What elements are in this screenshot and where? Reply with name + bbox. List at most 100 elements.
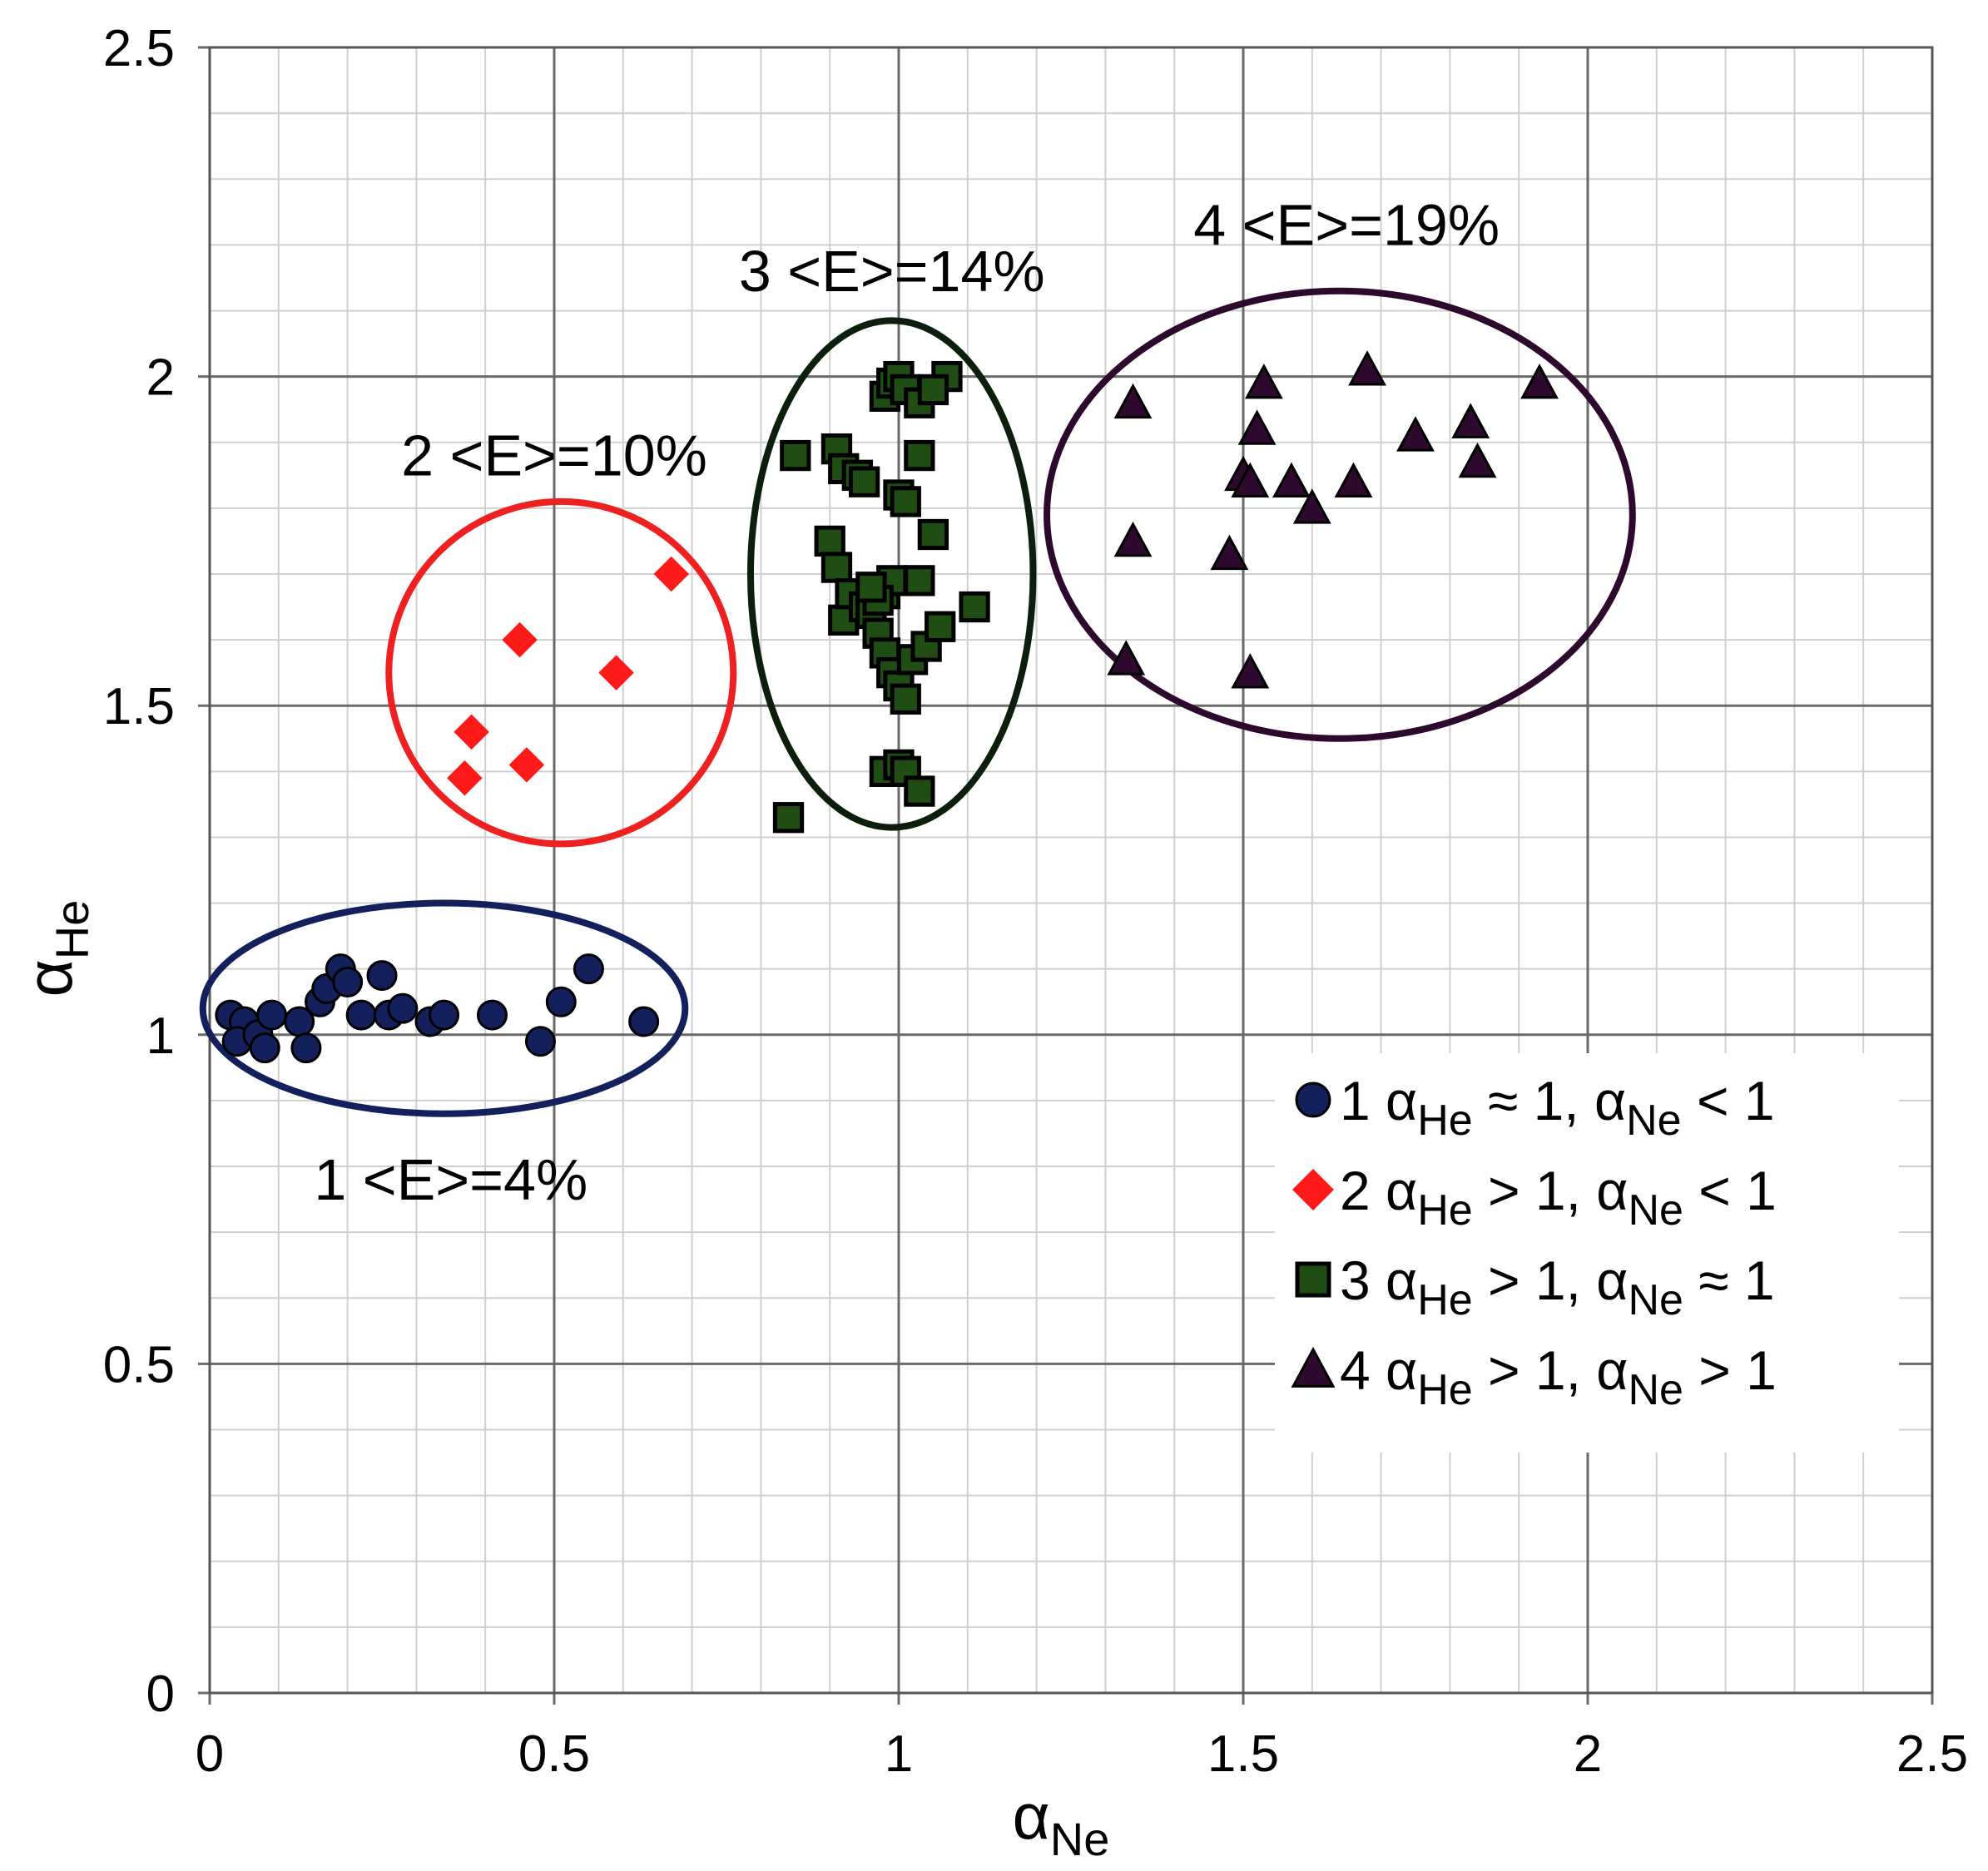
legend-text-part: Ne xyxy=(1628,1276,1683,1324)
series-1-point xyxy=(573,953,604,985)
legend-text-part: He xyxy=(1417,1276,1472,1324)
legend-entry-1: 1 αHe ≈ 1, αNe < 1 xyxy=(1340,1070,1775,1145)
series-2-point xyxy=(598,655,634,690)
plot-area-frame xyxy=(208,46,1934,1695)
series-3-point xyxy=(904,775,935,807)
series-3-point xyxy=(820,552,853,583)
legend-marker-4 xyxy=(1291,1346,1336,1388)
legend-text-part: 2 xyxy=(1340,1160,1386,1221)
legend-text-part: < 1 xyxy=(1682,1070,1775,1131)
x-axis-ticks: 0 0.5 1 1.5 2 2.5 xyxy=(196,1725,1968,1783)
legend-marker-1 xyxy=(1295,1082,1331,1118)
series-4-point xyxy=(1113,521,1153,557)
series-3-point xyxy=(890,683,921,715)
series-3-points xyxy=(772,360,990,834)
y-axis-subscript: He xyxy=(46,900,98,960)
series-3-point xyxy=(959,591,990,623)
series-4-point xyxy=(1272,462,1311,498)
y-tick-label: 0.5 xyxy=(103,1336,175,1393)
legend-text-part: > 1, xyxy=(1473,1160,1597,1221)
series-4-point xyxy=(1292,488,1331,524)
series-4-point xyxy=(1396,416,1435,452)
series-4-point xyxy=(1113,383,1153,419)
x-tick-label: 0 xyxy=(196,1725,224,1783)
legend-text-part: > 1, xyxy=(1473,1339,1597,1401)
series-3-point xyxy=(772,802,805,834)
legend-text-part: > 1, xyxy=(1473,1250,1597,1311)
legend-text-part: ≈ 1 xyxy=(1683,1250,1775,1311)
cluster-4-ellipse xyxy=(1044,287,1636,742)
series-4-point xyxy=(1210,534,1249,571)
legend-text-part: ≈ 1, xyxy=(1473,1070,1594,1131)
series-4-point xyxy=(1348,350,1386,386)
legend-text-part: He xyxy=(1417,1186,1472,1235)
series-2-point xyxy=(653,556,690,592)
series-2-points xyxy=(447,556,690,796)
series-4-point xyxy=(1451,403,1490,438)
x-tick-label: 2 xyxy=(1574,1725,1602,1783)
legend-text-part: α xyxy=(1386,1160,1417,1221)
legend-text-part: He xyxy=(1417,1096,1472,1145)
y-tick-label: 2 xyxy=(146,349,175,407)
series-1-point xyxy=(524,1026,556,1057)
series-3-point xyxy=(925,611,956,642)
series-1-points xyxy=(215,953,660,1064)
cluster-2-label: 2 <E>=10% xyxy=(401,423,707,488)
series-4-point xyxy=(1231,462,1270,498)
legend-text-part: α xyxy=(1596,1339,1628,1401)
cluster-1-label: 1 <E>=4% xyxy=(314,1147,587,1212)
y-tick-label: 2.5 xyxy=(103,20,175,77)
legend-marker-3 xyxy=(1295,1261,1331,1298)
series-3-point xyxy=(917,374,949,406)
legend: 1 αHe ≈ 1, αNe < 12 αHe > 1, αNe < 13 αH… xyxy=(1275,1053,1899,1453)
legend-text-part: Ne xyxy=(1628,1186,1683,1235)
series-4-points xyxy=(1107,350,1559,689)
legend-text-part: > 1 xyxy=(1683,1339,1777,1401)
series-3-point xyxy=(814,525,845,557)
legend-text-part: α xyxy=(1596,1250,1628,1311)
legend-text-part: 4 xyxy=(1340,1339,1386,1401)
series-4-point xyxy=(1334,462,1373,498)
x-axis-title: αNe xyxy=(1013,1779,1110,1865)
series-3-point xyxy=(780,439,811,472)
legend-text-part: Ne xyxy=(1626,1096,1681,1145)
y-tick-label: 1.5 xyxy=(103,678,175,735)
y-axis-symbol: α xyxy=(12,959,86,997)
series-3-point xyxy=(904,565,935,596)
series-2-point xyxy=(508,747,545,783)
series-4-point xyxy=(1244,363,1283,399)
legend-entry-3: 3 αHe > 1, αNe ≈ 1 xyxy=(1340,1250,1775,1324)
series-3-point xyxy=(855,572,887,603)
cluster-labels: 1 <E>=4% 2 <E>=10% 3 <E>=14% 4 <E>=19% xyxy=(314,193,1500,1212)
cluster-2-ellipse xyxy=(385,497,737,848)
legend-text-part: α xyxy=(1596,1160,1628,1221)
y-axis-ticks: 0 0.5 1 1.5 2 2.5 xyxy=(103,20,175,1723)
series-2-point xyxy=(447,760,483,796)
x-tick-label: 1 xyxy=(885,1725,913,1783)
series-1-point xyxy=(249,1032,280,1064)
series-1-point xyxy=(332,967,364,998)
legend-background xyxy=(1275,1053,1899,1453)
series-1-point xyxy=(366,960,398,992)
x-axis-symbol: α xyxy=(1013,1779,1050,1853)
series-4-point xyxy=(1107,640,1146,676)
x-axis-subscript: Ne xyxy=(1050,1813,1110,1865)
x-tick-label: 1.5 xyxy=(1207,1725,1279,1783)
legend-text-part: 3 xyxy=(1340,1250,1386,1311)
series-3-point xyxy=(904,439,935,472)
cluster-ellipses xyxy=(199,287,1636,1117)
series-3-point xyxy=(890,486,921,517)
legend-marker-2 xyxy=(1292,1169,1334,1210)
legend-text-part: α xyxy=(1386,1250,1417,1311)
series-1-point xyxy=(545,986,577,1017)
x-tick-label: 2.5 xyxy=(1896,1725,1968,1783)
series-4-point xyxy=(1231,653,1270,689)
series-1-point xyxy=(387,992,419,1024)
legend-text-part: α xyxy=(1386,1070,1417,1131)
y-tick-label: 1 xyxy=(146,1007,175,1065)
legend-text-part: He xyxy=(1417,1366,1472,1414)
series-1-point xyxy=(256,999,288,1031)
cluster-3-ellipse xyxy=(746,317,1037,831)
legend-text-part: 1 xyxy=(1340,1070,1386,1131)
